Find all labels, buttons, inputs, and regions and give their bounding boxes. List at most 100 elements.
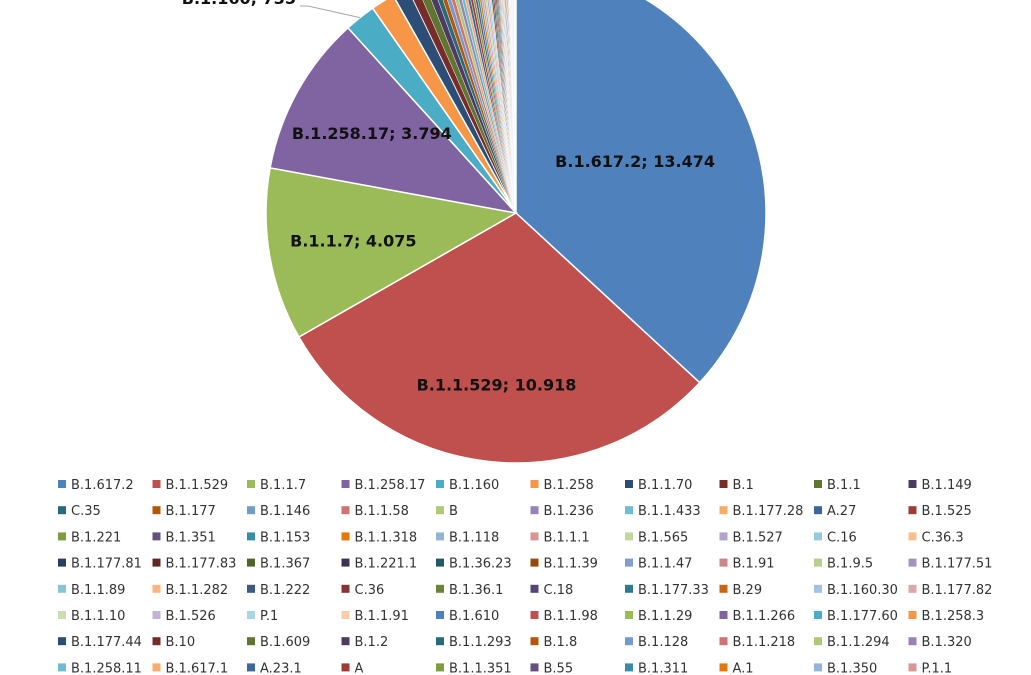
- legend-item-b-1-36-23: B.1.36.23: [436, 557, 512, 572]
- legend-label: B.1.1.529: [166, 478, 229, 493]
- legend-swatch: [247, 611, 255, 619]
- legend-item-b-1-1-70: B.1.1.70: [625, 478, 692, 493]
- legend-item-b-1-320: B.1.320: [908, 635, 972, 650]
- legend-label: B.1.258.17: [355, 478, 426, 493]
- pie-slice-b-1-1-7: [265, 166, 519, 339]
- legend-swatch: [247, 663, 255, 672]
- legend-label: B.1.351: [166, 530, 216, 545]
- legend-swatch: [436, 558, 444, 567]
- legend-label: B.1.153: [260, 530, 310, 545]
- legend-label: B.1.160: [449, 478, 499, 493]
- legend-item-b-29: B.29: [719, 583, 762, 598]
- legend: B.1.617.2 B.1.1.529 B.1.1.7 B.1.258.17 B.1.1…: [58, 478, 992, 675]
- legend-swatch: [58, 532, 66, 541]
- legend-swatch: [530, 558, 539, 567]
- legend-label: B.1.177.82: [922, 583, 993, 598]
- legend-item-b-1-9-5: B.1.9.5: [814, 557, 873, 572]
- legend-item-b-1-149: B.1.149: [908, 478, 972, 493]
- legend-item-b-1-1-433: B.1.1.433: [625, 504, 701, 519]
- legend-label: B.1.160.30: [827, 583, 898, 598]
- legend-swatch: [341, 506, 350, 515]
- legend-item-b-1-1-1: B.1.1.1: [530, 530, 590, 545]
- legend-label: B.1.311: [638, 661, 688, 675]
- legend-swatch: [719, 663, 728, 672]
- legend-swatch: [341, 611, 350, 619]
- legend-swatch: [152, 558, 161, 567]
- legend-item-c-36-3: C.36.3: [908, 530, 964, 545]
- legend-item-c-36: C.36: [341, 583, 385, 598]
- legend-swatch: [908, 584, 917, 593]
- legend-swatch: [530, 506, 539, 515]
- legend-label: B.1.177.60: [827, 609, 898, 624]
- legend-label: C.36: [355, 583, 385, 598]
- legend-item-b-1-36-1: B.1.36.1: [436, 583, 503, 598]
- slice-label-b-1-258-17: B.1.258.17; 3.794: [292, 124, 452, 143]
- legend-swatch: [625, 611, 633, 619]
- legend-item-b-1-236: B.1.236: [530, 504, 594, 519]
- legend-label: B.1.2: [355, 635, 389, 650]
- legend-item-b-1-609: B.1.609: [247, 635, 310, 650]
- legend-swatch: [814, 480, 822, 488]
- legend-item-b-1-118: B.1.118: [436, 530, 499, 545]
- legend-label: B.1.258.3: [922, 609, 985, 624]
- legend-item-b: B: [436, 504, 458, 519]
- legend-item-b-1-1-7: B.1.1.7: [247, 478, 306, 493]
- legend-label: B.1.36.1: [449, 583, 503, 598]
- legend-swatch: [625, 558, 633, 567]
- legend-label: B.1.1.318: [355, 530, 418, 545]
- legend-swatch: [152, 611, 161, 619]
- slice-label-b-1-1-7: B.1.1.7; 4.075: [290, 232, 416, 251]
- legend-item-b-1-1-529: B.1.1.529: [152, 478, 229, 493]
- legend-swatch: [814, 506, 822, 515]
- legend-swatch: [625, 584, 633, 593]
- legend-item-p-1: P.1: [247, 609, 278, 624]
- legend-swatch: [625, 480, 633, 488]
- legend-item-b-1-91: B.1.91: [719, 557, 775, 572]
- legend-swatch: [719, 637, 728, 646]
- legend-label: B.1.149: [922, 478, 972, 493]
- legend-label: P.1: [260, 609, 278, 624]
- legend-label: P.1.1: [922, 661, 953, 675]
- legend-swatch: [530, 584, 539, 593]
- legend-swatch: [341, 584, 350, 593]
- legend-label: B.1.1: [827, 478, 861, 493]
- legend-label: B.1.118: [449, 530, 499, 545]
- legend-swatch: [814, 584, 822, 593]
- legend-label: C.16: [827, 530, 857, 545]
- legend-swatch: [908, 532, 917, 541]
- legend-item-b-1-1: B.1.1: [814, 478, 861, 493]
- legend-item-b-1-258: B.1.258: [530, 478, 594, 493]
- legend-swatch: [530, 480, 539, 488]
- pie-slice-b-1-258: [371, 0, 517, 214]
- pie-slice-b-1-1-58: [451, 0, 517, 214]
- pie-slice-c-35: [437, 0, 517, 214]
- legend-item-b-55: B.55: [530, 661, 573, 675]
- legend-item-b-1-221-1: B.1.221.1: [341, 557, 417, 572]
- legend-label: B.1.222: [260, 583, 310, 598]
- legend-swatch: [247, 480, 255, 488]
- legend-item-b-1-1-318: B.1.1.318: [341, 530, 418, 545]
- legend-item-b-1-177-82: B.1.177.82: [908, 583, 993, 598]
- legend-swatch: [908, 663, 917, 672]
- legend-label: B.10: [166, 635, 196, 650]
- legend-item-b-1-258-17: B.1.258.17: [341, 478, 426, 493]
- legend-label: B.1.609: [260, 635, 310, 650]
- legend-item-b-1-351: B.1.351: [152, 530, 216, 545]
- legend-label: B.1.1.10: [71, 609, 125, 624]
- legend-item-b-1-160: B.1.160: [436, 478, 499, 493]
- pie-slice-b-1-221-1: [495, 0, 517, 214]
- legend-label: B.1.320: [922, 635, 972, 650]
- legend-item-b-1-1-39: B.1.1.39: [530, 557, 598, 572]
- legend-swatch: [719, 532, 728, 541]
- legend-label: B.1.610: [449, 609, 499, 624]
- legend-item-b-1-221: B.1.221: [58, 530, 121, 545]
- legend-swatch: [436, 506, 444, 515]
- legend-swatch: [341, 532, 350, 541]
- slice-label-b-1-160: B.1.160; 735: [182, 0, 296, 8]
- legend-label: B.1.177.81: [71, 557, 142, 572]
- legend-label: C.18: [544, 583, 574, 598]
- pie-slice-b-1-351: [475, 0, 517, 214]
- legend-item-b-1-1-218: B.1.1.218: [719, 635, 795, 650]
- legend-swatch: [152, 584, 161, 593]
- legend-label: B.1.177: [166, 504, 216, 519]
